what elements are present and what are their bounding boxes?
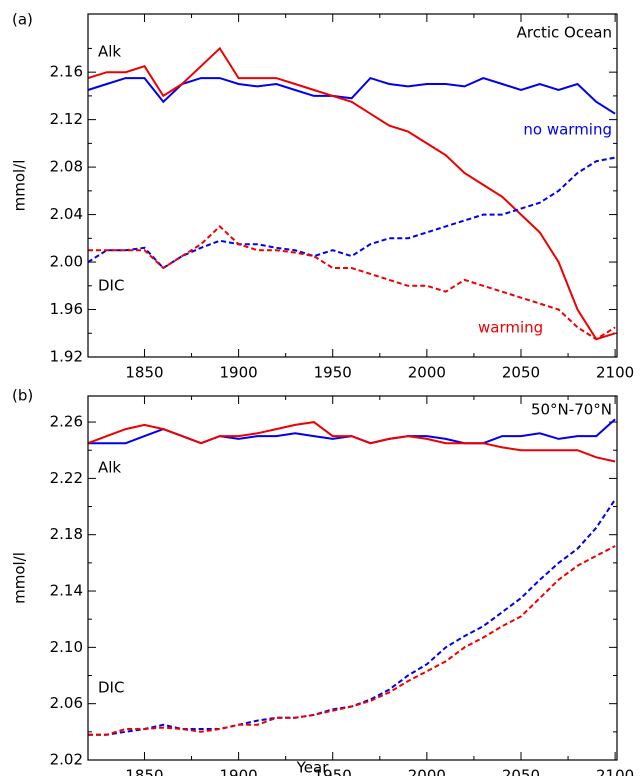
y-axis-label: mmol/l bbox=[11, 160, 29, 212]
y-tick-label: 2.04 bbox=[50, 205, 83, 223]
annotation: Alk bbox=[98, 43, 121, 61]
x-axis-label: Year bbox=[296, 759, 330, 777]
plot-frame bbox=[87, 13, 618, 358]
y-tick-label: 1.96 bbox=[50, 300, 83, 318]
y-tick-label: 2.00 bbox=[50, 253, 83, 271]
x-tick-label: 1850 bbox=[125, 364, 163, 382]
data-line bbox=[88, 545, 616, 736]
y-tick-label: 2.16 bbox=[50, 63, 83, 81]
y-tick-label: 2.26 bbox=[50, 413, 83, 431]
x-tick-label: 1900 bbox=[220, 364, 258, 382]
data-line bbox=[87, 156, 616, 270]
data-line bbox=[87, 421, 616, 463]
annotation: Alk bbox=[98, 459, 121, 477]
x-tick-label: 2050 bbox=[502, 364, 540, 382]
data-line bbox=[87, 46, 616, 341]
plot-frame bbox=[87, 395, 618, 761]
x-tick-label: 2100 bbox=[596, 767, 634, 777]
data-line bbox=[88, 498, 616, 736]
x-tick-label: 2050 bbox=[502, 767, 540, 777]
data-line bbox=[87, 76, 616, 115]
y-tick-label: 2.10 bbox=[50, 638, 83, 656]
y-tick-label: 2.14 bbox=[50, 582, 83, 600]
panel-label: (a) bbox=[12, 11, 33, 29]
x-tick-label: 2100 bbox=[596, 364, 634, 382]
x-tick-label: 1900 bbox=[220, 767, 258, 777]
y-tick-label: 2.06 bbox=[50, 694, 83, 712]
y-tick-label: 2.22 bbox=[50, 469, 83, 487]
panel-label: (b) bbox=[12, 387, 33, 405]
panel: 1850 1900 1950 2000 2050 21002.022.062.102.14… bbox=[11, 387, 635, 780]
x-tick-label: 2000 bbox=[408, 364, 446, 382]
annotation: DIC bbox=[98, 679, 124, 697]
annotation: no warming bbox=[523, 121, 612, 139]
y-tick-label: 1.92 bbox=[50, 348, 83, 366]
panel-title: 50°N-70°N bbox=[531, 401, 612, 419]
x-tick-label: 1950 bbox=[314, 364, 352, 382]
x-tick-label: 2000 bbox=[408, 767, 446, 777]
data-line bbox=[88, 225, 616, 341]
y-tick-label: 2.08 bbox=[50, 158, 83, 176]
panel-title: Arctic Ocean bbox=[517, 24, 612, 42]
annotation: DIC bbox=[98, 277, 124, 295]
y-axis-label: mmol/l bbox=[11, 552, 29, 604]
panel: 1850 1900 1950 2000 2050 2100 1.92 1.96 2.00 2.04… bbox=[11, 11, 635, 382]
y-tick-label: 2.18 bbox=[50, 525, 83, 543]
x-tick-label: 1850 bbox=[125, 767, 163, 777]
annotation: warming bbox=[478, 319, 543, 337]
y-tick-label: 2.12 bbox=[50, 110, 83, 128]
y-tick-label: 2.02 bbox=[50, 751, 83, 769]
